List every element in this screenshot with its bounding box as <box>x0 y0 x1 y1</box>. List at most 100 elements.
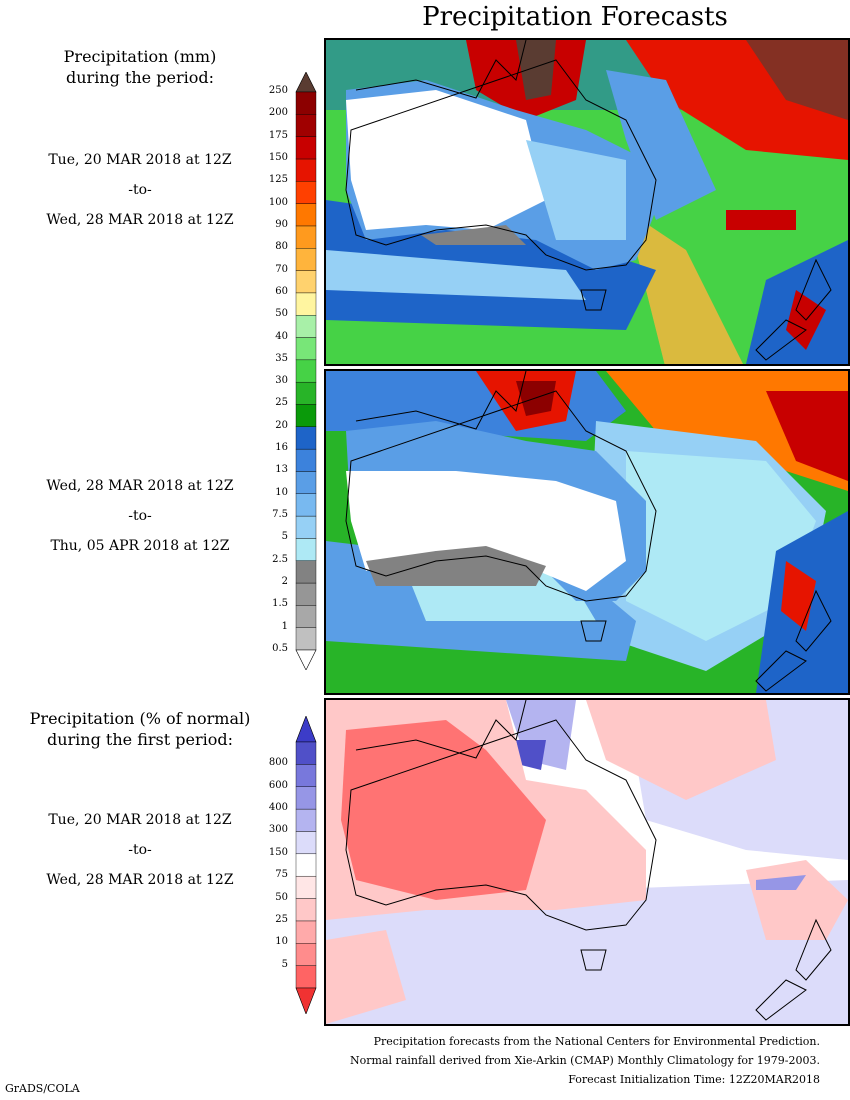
period2-start: Wed, 28 MAR 2018 at 12Z <box>46 478 234 494</box>
credits: Precipitation forecasts from the Nationa… <box>350 1032 820 1089</box>
precip-colorbar-box <box>295 426 317 450</box>
precip-colorbar-tick-label: 80 <box>275 241 288 253</box>
precip-colorbar-box <box>295 359 317 383</box>
page-title: Precipitation Forecasts <box>422 2 728 32</box>
pct-colorbar <box>295 716 317 1014</box>
period1-to: -to- <box>128 182 152 198</box>
credits-line3: Forecast Initialization Time: 12Z20MAR20… <box>568 1073 820 1086</box>
precip-colorbar-tick-label: 125 <box>268 174 288 186</box>
precip-colorbar-tick-label: 25 <box>275 397 288 409</box>
pct-colorbar-box <box>295 898 317 922</box>
precip-colorbar-box <box>295 314 317 338</box>
pct-normal-map <box>326 700 848 1024</box>
pct-colorbar-tick-label: 10 <box>275 936 288 948</box>
map-panel-percent-normal <box>324 698 850 1026</box>
pct-colorbar-box <box>295 831 317 855</box>
pct-legend-heading-line2: during the first period: <box>46 730 234 749</box>
credits-line1: Precipitation forecasts from the Nationa… <box>373 1035 820 1048</box>
precip-colorbar-tick-label: 5 <box>281 531 288 543</box>
precip-colorbar-tick-label: 7.5 <box>272 509 288 521</box>
precip-colorbar-box <box>295 560 317 584</box>
precip-colorbar-tick-label: 2 <box>281 576 288 588</box>
precip-colorbar-tick-label: 20 <box>275 419 288 431</box>
precip-colorbar-tick-label: 2.5 <box>272 553 288 565</box>
precip-colorbar-box <box>295 248 317 271</box>
period3-start: Tue, 20 MAR 2018 at 12Z <box>48 812 232 828</box>
pct-colorbar-tick-label: 75 <box>275 869 288 881</box>
precip-colorbar-box <box>295 471 317 494</box>
pct-colorbar-under-triangle <box>295 987 317 1014</box>
precip-colorbar-tick-label: 200 <box>268 107 288 119</box>
precip-colorbar-box <box>295 448 317 472</box>
pct-colorbar-box <box>295 786 317 810</box>
precip-colorbar-box <box>295 582 317 606</box>
pct-colorbar-tick-label: 600 <box>268 779 288 791</box>
precip-colorbar-tick-label: 50 <box>275 308 288 320</box>
period2-to: -to- <box>128 508 152 524</box>
period3-end: Wed, 28 MAR 2018 at 12Z <box>46 872 234 888</box>
period3-to: -to- <box>128 842 152 858</box>
precip-colorbar-box <box>295 538 317 561</box>
pct-colorbar-box <box>295 764 317 787</box>
pct-colorbar-tick-label: 5 <box>281 958 288 970</box>
precip-colorbar-tick-label: 150 <box>268 151 288 163</box>
period2-end: Thu, 05 APR 2018 at 12Z <box>50 538 230 554</box>
map-panel-period2 <box>324 369 850 695</box>
pct-colorbar-box <box>295 920 317 944</box>
pct-colorbar-tick-label: 150 <box>268 846 288 858</box>
pct-colorbar-box <box>295 943 317 966</box>
precip-colorbar-tick-label: 13 <box>275 464 288 476</box>
footer-credit: GrADS/COLA <box>5 1082 80 1095</box>
precip-colorbar-tick-label: 175 <box>268 129 288 141</box>
pct-colorbar-over-triangle <box>295 716 317 743</box>
precip-colorbar-tick-label: 60 <box>275 285 288 297</box>
period1-start: Tue, 20 MAR 2018 at 12Z <box>48 152 232 168</box>
pct-colorbar-tick-label: 25 <box>275 913 288 925</box>
precip-map-2 <box>326 371 848 693</box>
precip-colorbar-tick-label: 35 <box>275 352 288 364</box>
precip-colorbar-tick-label: 1.5 <box>272 598 288 610</box>
precip-colorbar-box <box>295 225 317 249</box>
precip-colorbar-box <box>295 337 317 361</box>
precip-colorbar-tick-label: 10 <box>275 486 288 498</box>
precip-colorbar-box <box>295 91 317 115</box>
precip-colorbar-over-triangle <box>295 72 317 93</box>
precip-colorbar-box <box>295 605 317 628</box>
pct-colorbar-tick-label: 300 <box>268 824 288 836</box>
precip-colorbar-box <box>295 627 317 651</box>
precip-colorbar-box <box>295 515 317 539</box>
pct-colorbar-box <box>295 875 317 899</box>
pct-colorbar-box <box>295 808 317 832</box>
precip-colorbar-under-triangle <box>295 649 317 670</box>
precip-colorbar-box <box>295 114 317 137</box>
pct-colorbar-box <box>295 853 317 877</box>
precip-colorbar-tick-label: 16 <box>275 442 288 454</box>
pct-colorbar-tick-label: 50 <box>275 891 288 903</box>
pct-colorbar-tick-label: 800 <box>268 757 288 769</box>
precip-legend-heading: Precipitation (mm) during the period: <box>20 46 260 88</box>
precip-colorbar <box>295 72 317 670</box>
precip-legend-heading-line1: Precipitation (mm) <box>63 47 217 66</box>
pct-colorbar-box <box>295 965 317 989</box>
precip-colorbar-tick-label: 90 <box>275 218 288 230</box>
precip-colorbar-tick-label: 30 <box>275 375 288 387</box>
precip-colorbar-box <box>295 136 317 160</box>
precip-colorbar-box <box>295 404 317 428</box>
precip-colorbar-tick-label: 100 <box>268 196 288 208</box>
map-panel-period1 <box>324 38 850 366</box>
precip-colorbar-tick-label: 70 <box>275 263 288 275</box>
precip-colorbar-box <box>295 270 317 294</box>
pct-legend-heading: Precipitation (% of normal) during the f… <box>20 708 260 750</box>
pct-legend-heading-line1: Precipitation (% of normal) <box>29 709 251 728</box>
period1-end: Wed, 28 MAR 2018 at 12Z <box>46 212 234 228</box>
precip-colorbar-box <box>295 292 317 316</box>
precip-colorbar-tick-label: 40 <box>275 330 288 342</box>
precip-colorbar-tick-label: 250 <box>268 85 288 96</box>
precip-colorbar-box <box>295 158 317 182</box>
pct-colorbar-tick-label: 400 <box>268 802 288 814</box>
precip-legend-heading-line2: during the period: <box>66 68 214 87</box>
precip-colorbar-box <box>295 381 317 405</box>
precip-colorbar-box <box>295 181 317 204</box>
credits-line2: Normal rainfall derived from Xie-Arkin (… <box>350 1054 820 1067</box>
precip-colorbar-box <box>295 203 317 227</box>
